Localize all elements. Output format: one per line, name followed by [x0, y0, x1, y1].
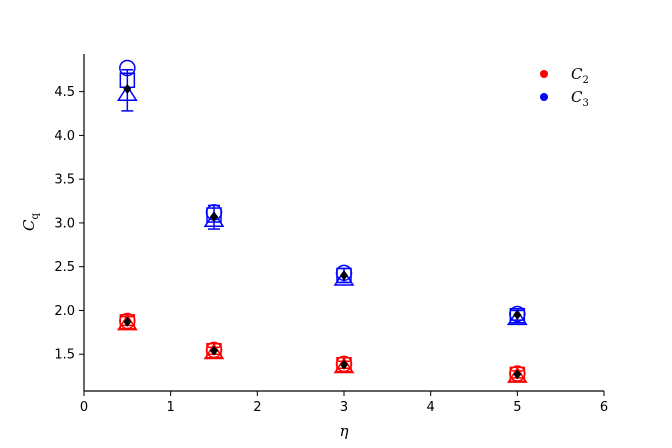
y-tick-label: 4.5 [54, 85, 75, 100]
mean-diamond-marker [513, 369, 522, 380]
x-tick-label: 6 [600, 400, 608, 415]
axes [83, 54, 604, 392]
x-tick-label: 4 [427, 400, 435, 415]
triangle-marker [333, 357, 355, 374]
legend: C2 C3 [540, 65, 589, 109]
x-tick-label: 3 [340, 400, 348, 415]
circle-marker [335, 355, 353, 373]
data-point-c2 [116, 312, 138, 331]
x-ticks: 0 1 2 3 4 5 6 [80, 391, 608, 415]
mean-diamond-marker [123, 316, 132, 327]
x-axis-label: η [340, 422, 349, 440]
y-tick-label: 1.5 [54, 348, 75, 363]
circle-marker [119, 312, 136, 330]
data-point-c2 [506, 365, 528, 383]
legend-label-c2-sub: 2 [582, 75, 588, 86]
triangle-marker [506, 308, 528, 326]
legend-label-c3-main: C [571, 88, 583, 106]
mean-diamond-marker [210, 345, 218, 356]
y-tick-label: 2.0 [54, 304, 75, 319]
data-markers [116, 59, 528, 383]
y-tick-label: 4.0 [54, 129, 75, 144]
y-axis-label-sub: q [30, 212, 41, 219]
legend-marker-c3 [540, 93, 548, 101]
legend-label-c3-sub: 3 [582, 98, 588, 109]
x-tick-label: 5 [513, 400, 521, 415]
data-point-c3 [506, 305, 528, 326]
legend-label-c2: C2 [571, 65, 589, 86]
data-point-c2 [203, 341, 225, 360]
circle-marker [509, 305, 526, 323]
legend-marker-c2 [540, 70, 548, 78]
mean-diamond-marker [340, 359, 348, 370]
triangle-marker [116, 84, 138, 102]
triangle-marker [506, 366, 528, 383]
data-point-c3 [333, 264, 355, 286]
circle-marker [119, 59, 136, 77]
triangle-marker [116, 314, 138, 331]
legend-label-c3: C3 [571, 88, 589, 109]
mean-diamond-marker [340, 270, 348, 281]
y-tick-label: 2.5 [54, 260, 75, 275]
y-tick-label: 3.0 [54, 216, 75, 231]
y-tick-label: 3.5 [54, 173, 75, 188]
y-axis-label-main: C [20, 219, 38, 231]
y-axis-label: Cq [20, 212, 41, 230]
x-tick-label: 0 [80, 400, 88, 415]
data-point-c3 [116, 59, 138, 112]
legend-label-c2-main: C [571, 65, 583, 83]
x-tick-label: 2 [253, 400, 261, 415]
circle-marker [205, 341, 223, 359]
mean-diamond-marker [210, 211, 218, 222]
data-point-c2 [333, 355, 355, 374]
data-point-c3 [203, 204, 225, 230]
mean-diamond-marker [123, 84, 132, 95]
mean-diamond-marker [513, 309, 522, 320]
x-tick-label: 1 [167, 400, 175, 415]
triangle-marker [203, 343, 225, 360]
y-ticks: 1.5 2.0 2.5 3.0 3.5 4.0 4.5 [54, 85, 84, 363]
circle-marker [509, 365, 526, 382]
